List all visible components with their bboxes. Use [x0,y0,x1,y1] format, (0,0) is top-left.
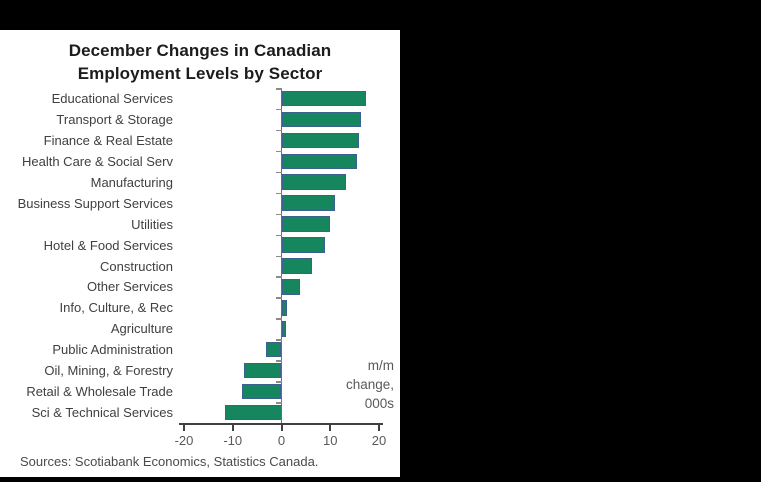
x-axis-tick [329,423,332,431]
category-label: Finance & Real Estate [43,132,173,148]
category-label: Agriculture [110,321,173,337]
category-tick [275,192,282,195]
bar [281,237,326,253]
category-tick [275,339,282,341]
category-label: Health Care & Social Serv [21,153,173,169]
category-label: Info, Culture, & Rec [59,300,173,316]
category-tick [275,276,282,278]
chart-title-line1: December Changes in Canadian [68,41,332,60]
category-label: Other Services [87,279,173,295]
x-axis-tick [183,423,185,431]
category-tick [275,297,282,299]
sources-note: Sources: Scotiabank Economics, Statistic… [20,454,319,469]
annotation-line2: change, [345,377,394,392]
chart-title-line2: Employment Levels by Sector [77,64,323,83]
x-axis-tick [280,423,283,431]
x-axis-tick-label: 10 [323,433,338,448]
plot-area: m/m change, 000s Educational Services Tra… [0,30,400,477]
category-label: Sci & Technical Services [31,405,173,421]
category-label: Hotel & Food Services [43,237,173,253]
x-axis-tick [231,423,234,431]
x-axis-tick-label: -20 [174,433,194,448]
category-tick [275,108,282,111]
category-label: Oil, Mining, & Forestry [44,363,173,379]
bar [281,153,357,169]
category-label: Utilities [131,216,173,232]
category-tick [275,381,282,383]
bar [281,132,359,149]
bar [243,362,282,379]
category-tick [275,88,282,90]
chart-title: December Changes in Canadian Employment … [0,39,400,85]
category-tick [275,150,282,153]
category-tick [275,255,282,257]
category-label: Transport & Storage [56,111,173,127]
bar [281,195,336,211]
bar [281,300,287,316]
category-tick [275,213,282,216]
bar [281,279,300,295]
category-tick [275,129,282,132]
bar [241,383,282,400]
annotation-line3: 000s [364,396,394,411]
category-tick [275,171,282,174]
bar [281,90,367,107]
category-tick [275,234,282,237]
category-label: Retail & Wholesale Trade [26,384,173,400]
chart-panel: December Changes in Canadian Employment … [0,30,400,477]
category-tick [275,402,282,404]
x-axis-tick-label: 20 [371,433,387,448]
bar [281,174,346,190]
category-label: Construction [100,258,173,274]
bar [281,111,362,128]
bar [225,404,282,421]
category-label: Public Administration [52,342,173,358]
x-axis-tick-label: 0 [277,433,286,448]
bar [281,258,312,274]
axis-units-annotation: m/m change, 000s [346,356,394,413]
x-axis-tick-label: -10 [223,433,243,448]
x-axis-tick [378,423,380,431]
category-label: Educational Services [51,91,173,106]
annotation-line1: m/m [367,358,394,373]
bar [266,341,282,358]
category-axis-line [280,88,283,423]
category-tick [275,360,282,362]
bar [281,216,330,232]
category-tick [275,318,282,320]
category-label: Business Support Services [17,195,173,211]
category-label: Manufacturing [90,174,173,190]
